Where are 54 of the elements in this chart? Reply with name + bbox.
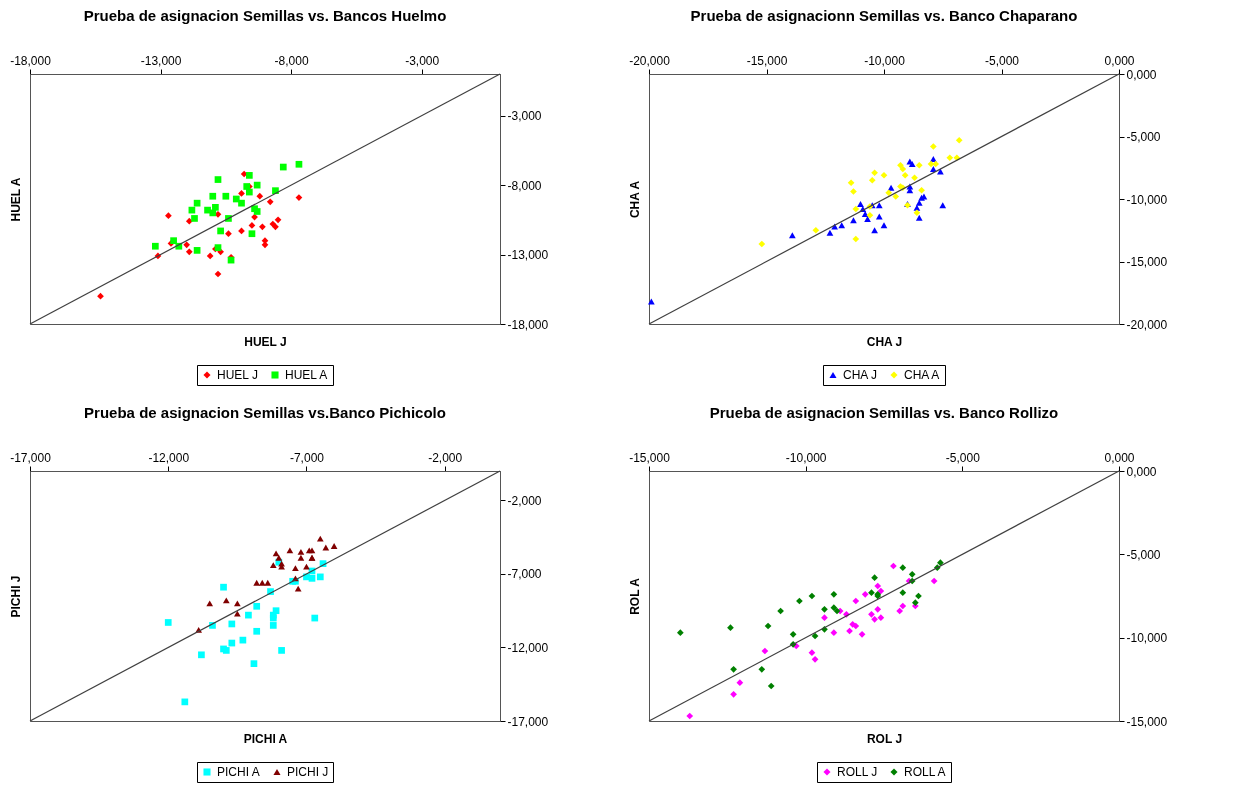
x-tick-label: -13,000 xyxy=(140,53,182,68)
legend-label: HUEL A xyxy=(285,368,328,382)
y-tick-label: -8,000 xyxy=(507,178,542,193)
y-tick-label: -20,000 xyxy=(1126,317,1168,332)
y-tick-label: -7,000 xyxy=(507,567,542,582)
x-tick-label: -18,000 xyxy=(10,53,52,68)
x-axis-title: PICHI A xyxy=(243,731,288,746)
x-tick-label: 0,000 xyxy=(1104,53,1135,68)
x-tick-label: -2,000 xyxy=(428,450,463,465)
y-tick-label: -10,000 xyxy=(1126,631,1168,646)
x-tick-label: -10,000 xyxy=(864,53,906,68)
x-tick-label: -5,000 xyxy=(945,450,981,465)
y-tick-label: -13,000 xyxy=(507,248,549,263)
y-axis-title: HUEL A xyxy=(8,177,23,222)
chart-title: Prueba de asignacion Semillas vs.Banco Pichicolo xyxy=(84,404,446,421)
y-tick-label: -5,000 xyxy=(1126,547,1161,562)
chart-title: Prueba de asignacion Semillas vs. Bancos Huelmo xyxy=(83,7,447,24)
x-tick-label: -3,000 xyxy=(405,53,440,68)
legend-label: ROLL J xyxy=(837,765,878,779)
y-tick-label: -10,000 xyxy=(1126,192,1168,207)
y-tick-label: 0,000 xyxy=(1126,67,1157,82)
x-tick-label: -12,000 xyxy=(148,450,190,465)
y-tick-label: -15,000 xyxy=(1126,255,1168,269)
x-axis-title: ROL J xyxy=(866,731,903,746)
x-tick-label: -15,000 xyxy=(629,450,671,465)
y-tick-label: -17,000 xyxy=(507,714,549,729)
x-tick-label: -15,000 xyxy=(746,53,788,68)
x-tick-label: -7,000 xyxy=(289,450,325,465)
x-axis-title: HUEL J xyxy=(244,334,287,349)
y-axis-title: ROL A xyxy=(627,577,642,615)
legend-label: ROLL A xyxy=(904,765,946,779)
y-tick-label: -5,000 xyxy=(1126,130,1161,144)
x-axis-title: CHA J xyxy=(866,334,903,349)
legend-label: CHA J xyxy=(843,368,878,382)
chart-title: Prueba de asignacionn Semillas vs. Banco Chaparano xyxy=(690,7,1078,24)
y-tick-label: -3,000 xyxy=(507,109,542,124)
y-tick-label: -18,000 xyxy=(507,317,549,332)
y-tick-label: -12,000 xyxy=(507,640,549,655)
y-tick-label: 0,000 xyxy=(1126,464,1157,479)
legend-label: HUEL J xyxy=(217,368,258,382)
legend-label: CHA A xyxy=(904,368,940,382)
chart-title: Prueba de asignacion Semillas vs. Banco Rollizo xyxy=(709,404,1059,421)
x-tick-label: -20,000 xyxy=(629,53,671,68)
legend-label: PICHI A xyxy=(217,765,260,779)
y-axis-title: CHA A xyxy=(627,180,642,219)
x-tick-label: 0,000 xyxy=(1104,450,1135,465)
x-tick-label: -10,000 xyxy=(785,450,827,465)
x-tick-label: -5,000 xyxy=(984,53,1020,68)
legend-label: PICHI J xyxy=(287,765,329,779)
x-tick-label: -8,000 xyxy=(274,53,309,68)
x-tick-label: -17,000 xyxy=(10,450,52,465)
y-tick-label: -15,000 xyxy=(1126,714,1168,729)
y-tick-label: -2,000 xyxy=(507,493,542,508)
y-axis-title: PICHI J xyxy=(8,575,23,618)
